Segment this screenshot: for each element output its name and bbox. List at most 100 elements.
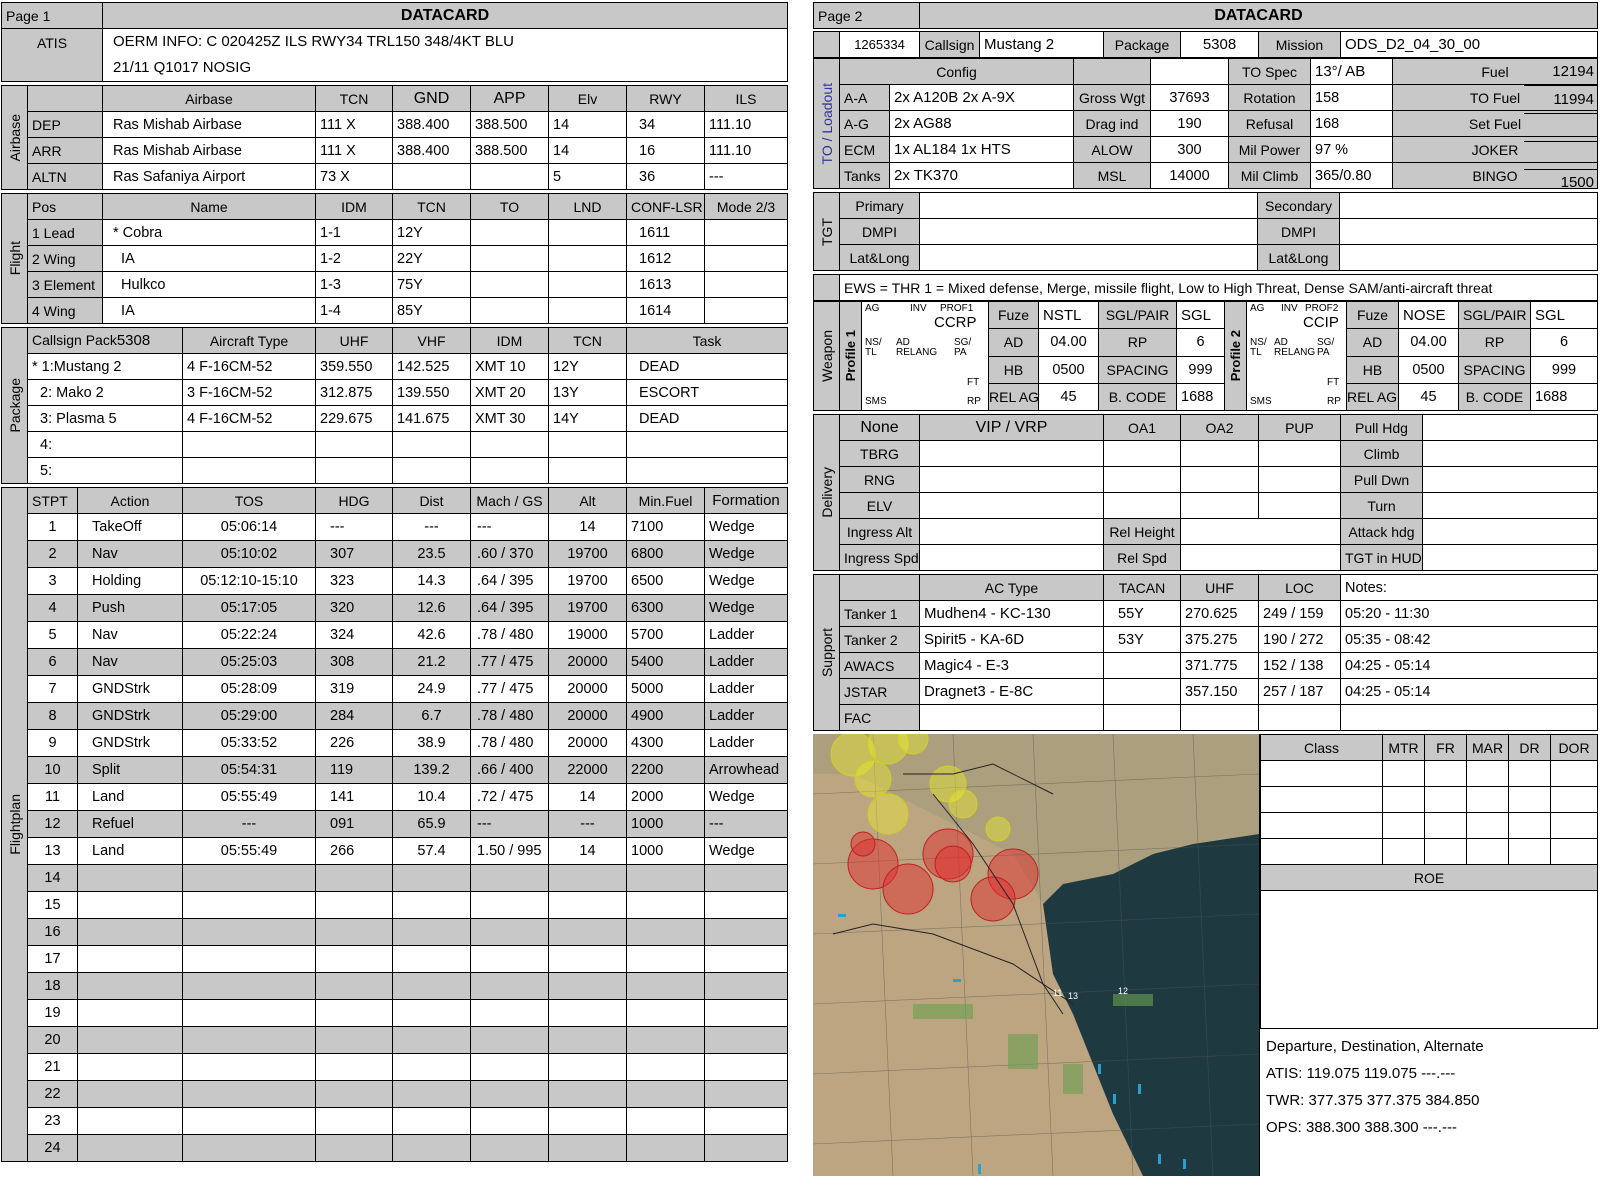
support-row: AWACS Magic4 - E-3 371.775 152 / 138 04:25 -…	[814, 652, 1598, 679]
min-fuel-header: Min.Fuel	[626, 487, 705, 514]
flightplan-row: 3 Holding 05:12:10-15:10 323 14.3.64 / 395 19…	[2, 567, 788, 595]
flightplan-row: 23	[2, 1107, 788, 1135]
to-spec-label: TO Spec	[1228, 58, 1311, 85]
profile-1-label: Profile 1	[839, 301, 862, 411]
mode-header: Mode 2/3	[704, 193, 788, 220]
atis-line-1: OERM INFO: C 020425Z ILS RWY34 TRL150 34…	[113, 33, 515, 50]
map-graphic: 11 13 12	[813, 734, 1259, 1176]
p2-fuze: NOSE	[1398, 300, 1459, 330]
dr-header: DR	[1508, 734, 1551, 761]
dmpi-label-2: DMPI	[1257, 218, 1340, 245]
airbase-row-dep: DEP Ras Mishab Airbase 111 X 388.400 388.50…	[2, 111, 788, 138]
bottom-area: 11 13 12 Class MTR FR MAR DR DOR	[813, 734, 1598, 1176]
atis-label: ATIS	[1, 28, 103, 82]
primary-label: Primary	[839, 192, 920, 219]
loadout-row: Tanks 2x TK370 MSL 14000 Mil Climb 365/0.80…	[814, 162, 1598, 189]
mach-gs-header: Mach / GS	[470, 487, 549, 514]
weapon-side-label: Weapon	[813, 301, 840, 411]
tgt-side-label: TGT	[813, 192, 840, 271]
dor-header: DOR	[1550, 734, 1598, 761]
dmpi-label: DMPI	[839, 218, 920, 245]
page2-title: DATACARD	[919, 2, 1598, 29]
flightplan-row: 20	[2, 1026, 788, 1054]
loadout-row: A-G 2x AG88 Drag ind 190 Refusal 168 Set Fu…	[814, 110, 1598, 137]
flight-table: Flight Pos Name IDM TCN TO LND CONF-LSR …	[1, 193, 788, 324]
airbase-header: Airbase	[102, 85, 316, 112]
ews-table: EWS = THR 1 = Mixed defense, Merge, miss…	[813, 274, 1598, 301]
tcn-header: TCN	[548, 327, 627, 354]
flightplan-row: 9 GNDStrk 05:33:52 226 38.9.78 / 480 20000 430…	[2, 729, 788, 757]
flightplan-row: 24	[2, 1134, 788, 1162]
to-spec-value: 13°/ AB	[1310, 58, 1393, 85]
mission-header: 1265334 Callsign Mustang 2 Package 5308 …	[813, 31, 1598, 58]
flightplan-row: 18	[2, 972, 788, 1000]
theater-map[interactable]: 11 13 12	[813, 734, 1259, 1176]
notes-header: Notes:	[1340, 574, 1598, 601]
pull-hdg-label: Pull Hdg	[1340, 414, 1423, 441]
ac-type-header: AC Type	[919, 574, 1104, 601]
flightplan-row: 19	[2, 999, 788, 1027]
mar-header: MAR	[1466, 734, 1509, 761]
page1-label: Page 1	[1, 2, 103, 29]
mission-value: ODS_D2_04_30_00	[1340, 31, 1598, 58]
package-row: 5:	[2, 457, 788, 484]
class-header: Class	[1260, 734, 1383, 761]
package-label: Package	[1103, 31, 1181, 58]
alt-header: Alt	[548, 487, 627, 514]
flightplan-side-label: Flightplan	[1, 487, 28, 1162]
airbase-row-altn: ALTN Ras Safaniya Airport 73 X 5 36 ---	[2, 163, 788, 190]
flightplan-row: 17	[2, 945, 788, 973]
package-table: Package Callsign Pack5308 Aircraft Type …	[1, 327, 788, 484]
flight-row: 3 Element Hulkco 1-3 75Y 1613	[2, 271, 788, 298]
ils-header: ILS	[704, 85, 788, 112]
page1-header: Page 1 DATACARD ATIS OERM INFO: C 020425…	[1, 2, 788, 82]
profile-1-sms-icon: AG INV PROF1 CCRP NS/ TL AD RELANG SG/ P…	[861, 301, 989, 411]
callsign-label: Callsign	[919, 31, 980, 58]
package-row: 4:	[2, 431, 788, 458]
dist-header: Dist	[392, 487, 471, 514]
loadout-table: TO / Loadout Config TO Spec 13°/ AB Fuel…	[813, 58, 1598, 189]
ews-text: EWS = THR 1 = Mixed defense, Merge, miss…	[839, 274, 1598, 301]
callsign-pack: Callsign Pack5308	[27, 327, 183, 354]
vhf-header: VHF	[392, 327, 471, 354]
support-row: FAC	[814, 704, 1598, 731]
mission-label: Mission	[1258, 31, 1341, 58]
right-panel: Class MTR FR MAR DR DOR ROE Departure, D…	[1259, 734, 1598, 1176]
mtr-header: MTR	[1382, 734, 1425, 761]
airbase-table: Airbase Airbase TCN GND APP Elv RWY ILS …	[1, 85, 788, 190]
flightplan-row: 8 GNDStrk 05:29:00 284 6.7.78 / 480 20000 4900…	[2, 702, 788, 730]
config-header: Config	[839, 58, 1074, 85]
idm-header: IDM	[470, 327, 549, 354]
flightplan-row: 11 Land 05:55:49 141 10.4.72 / 475 14 2000 Wedg…	[2, 783, 788, 811]
vip-vrp-header: VIP / VRP	[919, 414, 1104, 441]
flightplan-row: 13 Land 05:55:49 266 57.4 1.50 / 995 14 1000 Wed…	[2, 837, 788, 865]
support-side-label: Support	[813, 574, 840, 731]
flightplan-table: Flightplan STPT Action TOS HDG Dist Mach…	[1, 487, 788, 1162]
p2-sgl-pair: SGL	[1530, 300, 1598, 330]
airbase-row-arr: ARR Ras Mishab Airbase 111 X 388.400 388.50…	[2, 137, 788, 164]
flightplan-row: 5 Nav 05:22:24 324 42.6.78 / 480 19000 5700 Lad…	[2, 621, 788, 649]
flightplan-row: 2 Nav 05:10:02 307 23.5.60 / 370 19700 6800 Wed…	[2, 540, 788, 568]
comms-atis: ATIS: 119.075 119.075 ---.---	[1266, 1065, 1456, 1082]
fuel-values: 12194 11994 1500	[1524, 58, 1598, 196]
atis-text: OERM INFO: C 020425Z ILS RWY34 TRL150 34…	[102, 28, 788, 82]
delivery-table: Delivery None VIP / VRP OA1 OA2 PUP Pull…	[813, 414, 1598, 571]
pos-header: Pos	[27, 193, 103, 220]
page-1: Page 1 DATACARD ATIS OERM INFO: C 020425…	[1, 2, 788, 1162]
fuel-value: 12194	[1524, 58, 1598, 86]
conf-lsr-header: CONF-LSR	[626, 193, 705, 220]
flightplan-row: 4 Push 05:17:05 320 12.6.64 / 395 19700 6300 We…	[2, 594, 788, 622]
gnd-header: GND	[392, 85, 471, 112]
flightplan-row: 16	[2, 918, 788, 946]
tgt-table: TGT Primary Secondary DMPI DMPI Lat&Long L…	[813, 192, 1598, 271]
uhf-header: UHF	[315, 327, 393, 354]
threat-table: Class MTR FR MAR DR DOR ROE	[1260, 734, 1598, 1029]
roe-header: ROE	[1260, 864, 1598, 891]
flightplan-row: 14	[2, 864, 788, 892]
delivery-none: None	[839, 414, 920, 441]
pup-header: PUP	[1258, 414, 1341, 441]
flight-row: 2 Wing IA 1-2 22Y 1612	[2, 245, 788, 272]
profile-2-sms-icon: AG INV PROF2 CCIP NS/ TL AD RELANG SG/ P…	[1246, 301, 1347, 411]
tacan-header: TACAN	[1103, 574, 1181, 601]
